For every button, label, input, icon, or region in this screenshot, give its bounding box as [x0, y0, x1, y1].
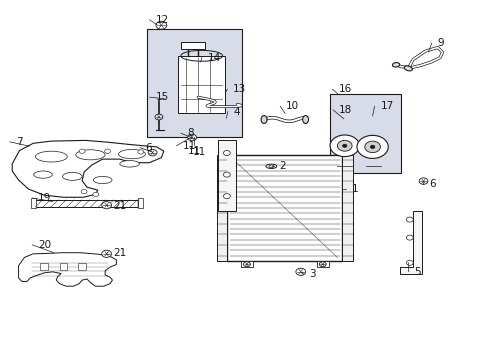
Text: 6: 6 [428, 179, 435, 189]
Polygon shape [19, 253, 116, 286]
Bar [138, 198, 142, 208]
Bar [31, 198, 36, 208]
Text: 14: 14 [207, 53, 221, 63]
Circle shape [295, 268, 305, 275]
Bar [60, 263, 67, 270]
Bar [35, 200, 138, 207]
Ellipse shape [302, 116, 308, 123]
Text: 2: 2 [279, 161, 286, 171]
Bar [181, 42, 205, 49]
Text: 1: 1 [351, 184, 358, 194]
Circle shape [156, 21, 166, 29]
Circle shape [406, 235, 412, 240]
Circle shape [102, 250, 111, 257]
Circle shape [406, 260, 412, 265]
Ellipse shape [268, 165, 273, 168]
Bar [316, 261, 328, 267]
Ellipse shape [392, 63, 399, 67]
Bar [78, 263, 86, 270]
Text: 7: 7 [16, 137, 22, 147]
Ellipse shape [404, 66, 411, 71]
Text: 21: 21 [113, 248, 126, 258]
Text: 5: 5 [414, 267, 421, 277]
Circle shape [155, 114, 163, 120]
Ellipse shape [93, 176, 112, 184]
Bar [40, 263, 48, 270]
Text: 12: 12 [155, 15, 168, 25]
Circle shape [223, 172, 230, 177]
Text: 9: 9 [437, 38, 444, 48]
Bar [227, 155, 342, 261]
Circle shape [223, 150, 230, 156]
Circle shape [104, 149, 110, 153]
Text: 11: 11 [192, 147, 205, 157]
Circle shape [356, 135, 387, 158]
Circle shape [138, 150, 143, 154]
Bar [217, 140, 236, 211]
Circle shape [79, 149, 85, 153]
Text: 21: 21 [113, 201, 126, 211]
Ellipse shape [265, 164, 276, 168]
Ellipse shape [35, 151, 67, 162]
Circle shape [342, 144, 346, 148]
Circle shape [223, 194, 230, 199]
Circle shape [102, 202, 111, 209]
Circle shape [337, 140, 351, 151]
Text: 20: 20 [38, 240, 51, 250]
Circle shape [319, 262, 325, 267]
Circle shape [243, 262, 250, 267]
Circle shape [406, 217, 412, 222]
Text: 18: 18 [338, 105, 351, 115]
Bar [146, 29, 242, 137]
Bar [241, 261, 252, 267]
Text: 11: 11 [187, 146, 201, 156]
Text: 13: 13 [233, 84, 246, 94]
Ellipse shape [120, 161, 139, 167]
Text: 19: 19 [38, 193, 51, 203]
Text: 4: 4 [233, 107, 240, 117]
Ellipse shape [76, 150, 105, 160]
Bar [178, 56, 224, 113]
Circle shape [329, 135, 359, 157]
Circle shape [364, 141, 380, 153]
Text: 3: 3 [309, 269, 316, 279]
Text: 8: 8 [186, 128, 193, 138]
Text: 15: 15 [155, 92, 168, 102]
Text: 16: 16 [338, 84, 351, 94]
Polygon shape [12, 140, 163, 197]
Ellipse shape [62, 172, 82, 180]
Circle shape [148, 149, 157, 156]
Ellipse shape [119, 149, 145, 159]
Circle shape [369, 145, 374, 149]
Text: 10: 10 [285, 101, 299, 111]
Polygon shape [399, 211, 421, 274]
Bar [329, 94, 400, 173]
Circle shape [187, 134, 196, 141]
Bar [216, 155, 227, 261]
Circle shape [81, 189, 87, 194]
Circle shape [93, 192, 99, 197]
Circle shape [418, 178, 427, 184]
Text: 6: 6 [145, 143, 152, 153]
Text: 11: 11 [182, 141, 195, 151]
Bar [342, 155, 352, 261]
Ellipse shape [34, 171, 52, 178]
Text: 17: 17 [380, 101, 393, 111]
Ellipse shape [261, 116, 266, 123]
